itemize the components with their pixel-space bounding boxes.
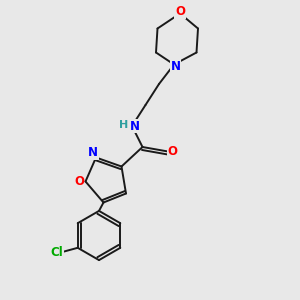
Text: O: O: [175, 5, 185, 19]
Text: N: N: [130, 119, 140, 133]
Text: O: O: [74, 175, 84, 188]
Text: N: N: [170, 59, 181, 73]
Text: O: O: [167, 145, 178, 158]
Text: Cl: Cl: [50, 246, 63, 259]
Text: H: H: [119, 119, 128, 130]
Text: N: N: [88, 146, 98, 160]
